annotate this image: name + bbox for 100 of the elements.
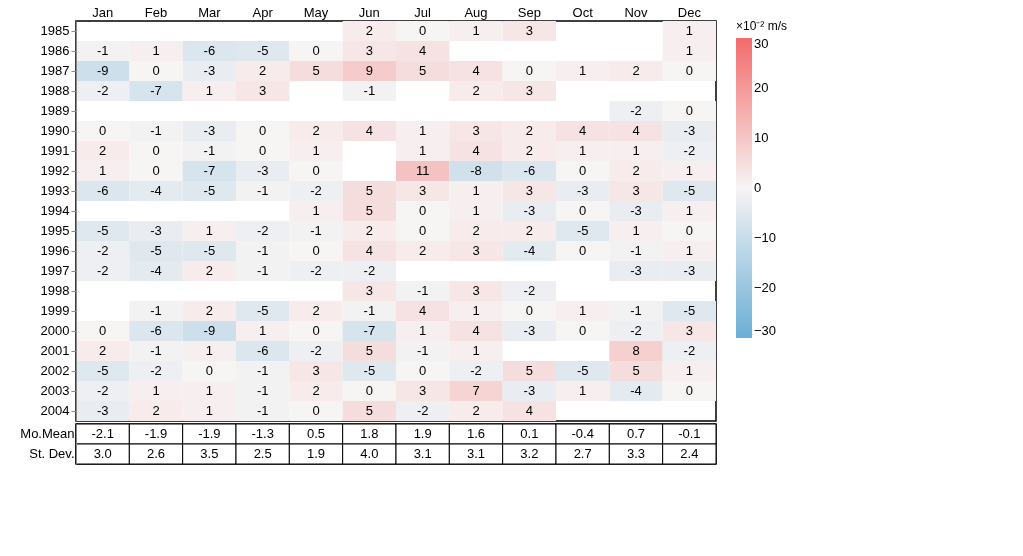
- data-label: -3: [203, 123, 216, 138]
- data-label: -5: [363, 363, 376, 378]
- data-label: 2: [472, 83, 480, 98]
- data-label: 3: [419, 383, 427, 398]
- data-label: -5: [256, 43, 269, 58]
- data-label: 5: [312, 63, 320, 78]
- data-label: -3: [256, 163, 269, 178]
- data-label: 3: [312, 363, 320, 378]
- y-tick-label: 1999: [40, 303, 70, 318]
- data-label: 2: [312, 123, 320, 138]
- data-label: 3.1: [413, 446, 432, 461]
- data-label: -4: [523, 243, 536, 258]
- data-label: -5: [256, 303, 269, 318]
- data-label: -4: [150, 183, 162, 198]
- data-label: -1: [256, 363, 269, 378]
- data-label: 1: [152, 383, 160, 398]
- data-label: 1: [472, 303, 480, 318]
- data-label: 1.9: [306, 446, 326, 461]
- data-label: -3: [576, 183, 589, 198]
- data-label: 2: [365, 223, 373, 238]
- data-label: -1: [256, 243, 269, 258]
- data-label: -1: [256, 403, 269, 418]
- data-label: 1.6: [466, 426, 486, 441]
- data-label: 1: [579, 383, 587, 398]
- x-tick-label: Dec: [677, 4, 702, 20]
- data-label: 4: [472, 63, 480, 78]
- data-label: 5: [365, 343, 373, 358]
- data-label: 1: [685, 163, 693, 178]
- x-tick-label: May: [303, 4, 329, 20]
- y-tick-label: 1985: [40, 23, 70, 38]
- data-label: 0: [685, 223, 693, 238]
- data-label: -3: [523, 323, 536, 338]
- data-label: 0: [99, 323, 107, 338]
- data-label: -2: [630, 323, 642, 338]
- data-label: 2.4: [680, 446, 699, 461]
- data-label: 3: [365, 43, 373, 58]
- data-label: 1: [312, 203, 320, 218]
- data-label: 0: [259, 123, 267, 138]
- data-label: -2: [363, 263, 376, 278]
- data-label: 0: [152, 143, 160, 158]
- color-bar-label: −10: [754, 230, 777, 245]
- data-label: 1: [419, 143, 427, 158]
- data-label: 3: [259, 83, 267, 98]
- data-label: 3: [472, 123, 480, 138]
- data-label: 2: [419, 243, 427, 258]
- data-label: 1: [632, 223, 640, 238]
- y-tick-label: 1998: [40, 283, 70, 298]
- data-label: 4: [579, 123, 587, 138]
- data-label: -2.1: [91, 426, 114, 441]
- y-tick-label: 1997: [40, 263, 70, 278]
- data-label: 3: [525, 183, 533, 198]
- data-label: -2: [96, 243, 109, 258]
- data-label: 9: [365, 63, 373, 78]
- data-label: 2: [472, 403, 480, 418]
- color-bar-label: 10: [754, 130, 769, 145]
- data-label: 1: [419, 123, 427, 138]
- y-tick-label: 1989: [40, 103, 70, 118]
- data-label: -5: [203, 243, 216, 258]
- data-label: 0: [579, 323, 587, 338]
- data-label: 1: [205, 83, 213, 98]
- y-tick-label: 1990: [40, 123, 70, 138]
- data-label: -1: [630, 243, 642, 258]
- data-label: -1: [310, 223, 322, 238]
- data-label: 2: [99, 343, 107, 358]
- data-label: -5: [203, 183, 216, 198]
- color-bar-label: −20: [754, 280, 777, 295]
- data-label: 1: [685, 43, 693, 58]
- data-label: 0: [419, 363, 427, 378]
- data-label: 3: [525, 83, 533, 98]
- data-label: -6: [96, 183, 109, 198]
- data-label: -2: [630, 103, 642, 118]
- data-label: 4: [419, 43, 427, 58]
- data-label: -6: [203, 43, 216, 58]
- data-label: -1: [256, 183, 269, 198]
- data-label: -3: [630, 203, 642, 218]
- data-label: -1: [150, 303, 162, 318]
- data-label: 0: [579, 163, 587, 178]
- data-label: 1.9: [413, 426, 432, 441]
- x-tick-label: Oct: [572, 4, 594, 20]
- data-label: -4: [150, 263, 162, 278]
- data-label: 11: [415, 163, 430, 178]
- data-label: -5: [576, 363, 589, 378]
- color-bar-label: 30: [754, 36, 769, 51]
- data-label: 0: [312, 43, 320, 58]
- data-label: 2: [312, 303, 320, 318]
- data-label: 3.0: [93, 446, 112, 461]
- x-tick-label: Feb: [144, 4, 168, 20]
- data-label: -0.1: [678, 426, 701, 441]
- data-label: -2: [683, 343, 696, 358]
- color-bar-title: ×10⁻² m/s: [736, 19, 788, 33]
- data-label: 4: [632, 123, 640, 138]
- data-label: 4: [419, 303, 427, 318]
- data-label: 1: [205, 403, 213, 418]
- data-label: 1: [419, 323, 427, 338]
- data-label: 2: [152, 403, 160, 418]
- data-label: -5: [576, 223, 589, 238]
- data-label: 4: [472, 323, 480, 338]
- data-label: 2: [205, 263, 213, 278]
- data-label: 0: [419, 223, 427, 238]
- data-label: 1: [685, 363, 693, 378]
